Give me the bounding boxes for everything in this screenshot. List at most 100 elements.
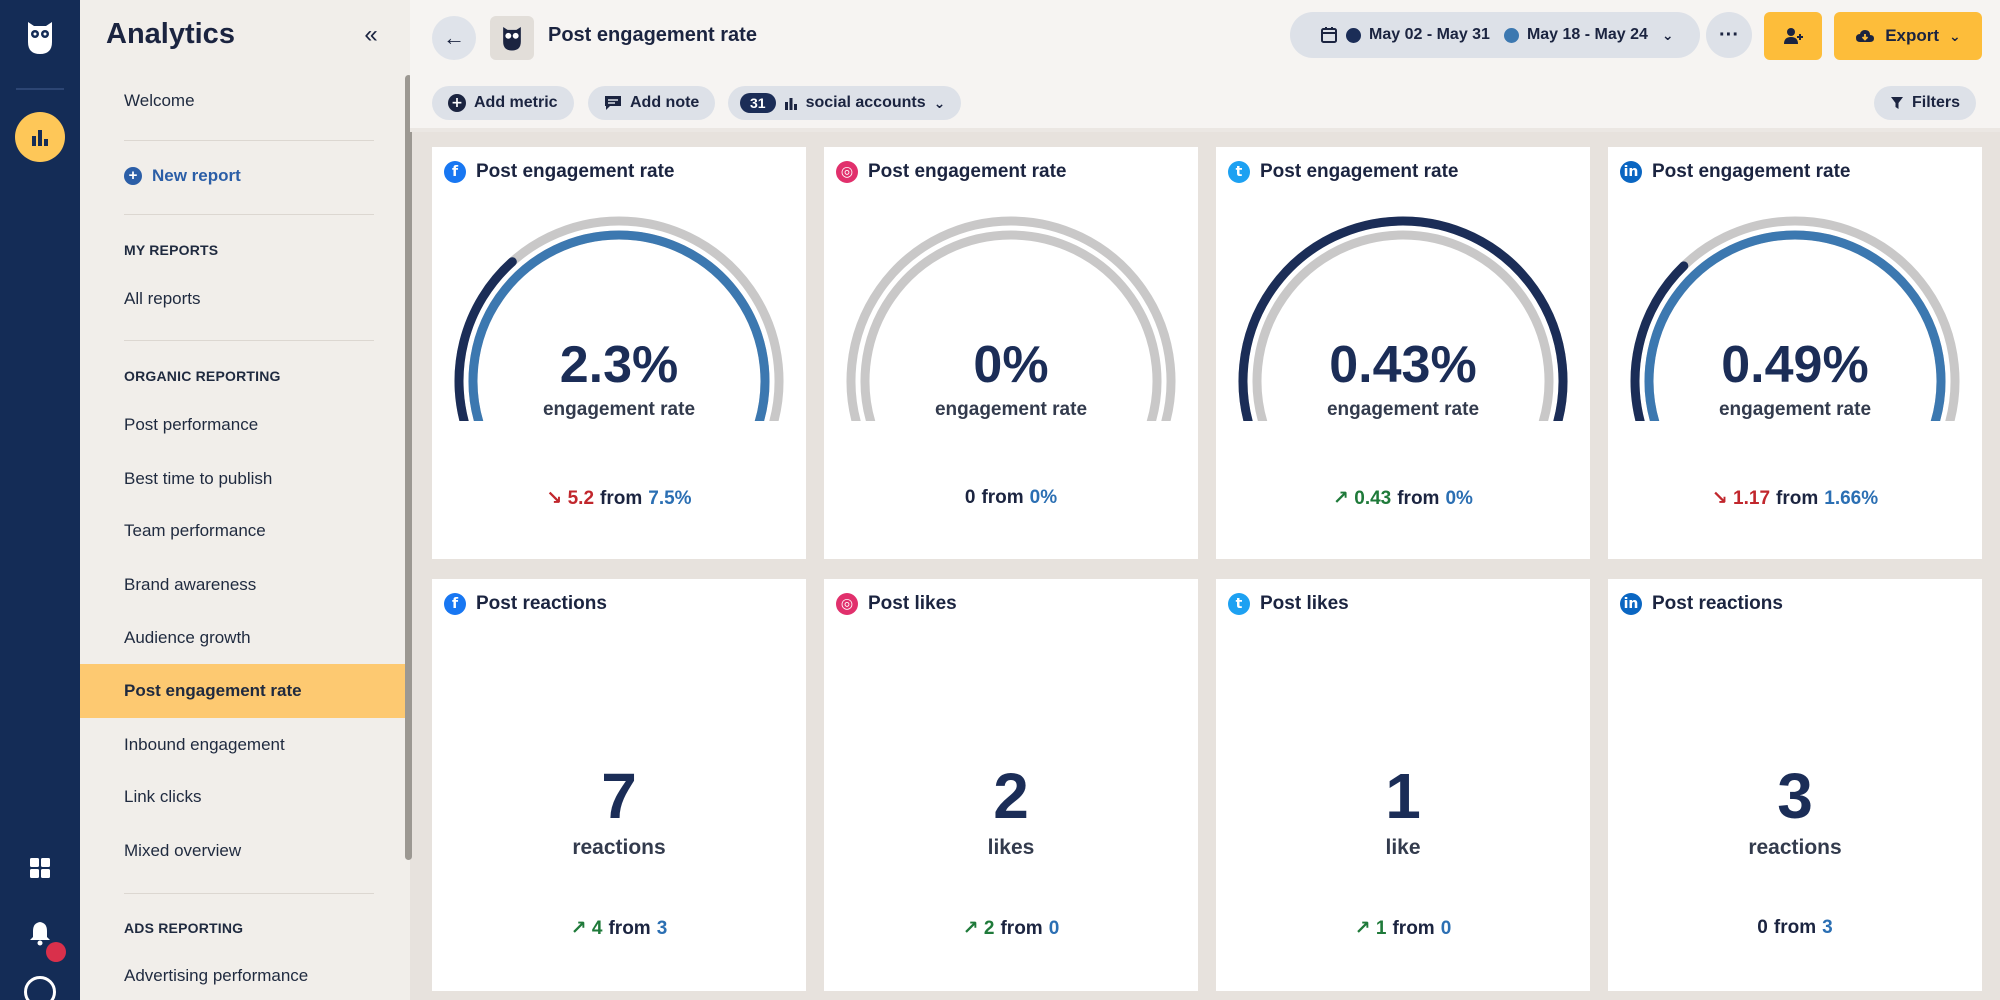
sidebar-item-advertising-performance[interactable]: Advertising performance (124, 966, 309, 985)
add-note-button[interactable]: Add note (588, 86, 716, 120)
engagement-gauge-card[interactable]: t Post engagement rate 0.43% engagement rat… (1216, 147, 1590, 559)
instagram-icon: ◎ (836, 593, 858, 615)
delta-value: 1 (1375, 918, 1387, 939)
card-title: t Post likes (1228, 593, 1349, 615)
comparison-text: ↗ 1 from 0 (1216, 917, 1590, 940)
sidebar-title: Analytics (106, 18, 235, 50)
date-range-picker[interactable]: May 02 - May 31 May 18 - May 24 ⌄ (1290, 12, 1700, 58)
previous-value: 7.5% (648, 488, 692, 509)
new-report-button[interactable]: + New report (124, 166, 241, 186)
back-button[interactable]: ← (432, 16, 476, 60)
comparison-text: ↘ 1.17 from 1.66% (1608, 487, 1982, 510)
social-accounts-selector[interactable]: 31 social accounts ⌄ (728, 86, 962, 120)
sidebar-divider (124, 340, 374, 341)
from-word: from (1776, 488, 1819, 509)
sidebar-item-link-clicks[interactable]: Link clicks (124, 787, 202, 806)
card-title-text: Post likes (1260, 593, 1349, 614)
delta-value: 0 (1757, 917, 1768, 938)
metric-label: engagement rate (1718, 399, 1872, 420)
trend-up-icon: ↗ (962, 918, 984, 939)
add-user-icon (1784, 28, 1803, 44)
linkedin-icon: in (1620, 161, 1642, 183)
previous-value: 0% (1445, 488, 1473, 509)
sidebar-item-brand-awareness[interactable]: Brand awareness (124, 575, 257, 594)
trend-up-icon: ↗ (1333, 488, 1355, 509)
card-title: ◎ Post likes (836, 593, 957, 615)
sidebar-item-welcome[interactable]: Welcome (124, 91, 195, 110)
help-icon[interactable] (24, 976, 56, 1000)
add-metric-button[interactable]: + Add metric (432, 86, 574, 120)
gauge-previous-arc (1644, 230, 1946, 421)
trend-up-icon: ↗ (1354, 918, 1376, 939)
accounts-count-badge: 31 (740, 93, 776, 113)
sidebar-item-all-reports[interactable]: All reports (124, 289, 201, 308)
sidebar-item-post-performance[interactable]: Post performance (124, 415, 259, 434)
metric-value: 1 (1385, 760, 1421, 832)
instagram-icon: ◎ (836, 161, 858, 183)
gauge-current-arc (1630, 261, 1689, 421)
metric-count-card[interactable]: in Post reactions 3 reactions 0 from 3 (1608, 579, 1982, 991)
previous-value: 0% (1029, 487, 1058, 508)
delta-value: 5.2 (567, 488, 595, 509)
gauge-track (1252, 230, 1554, 421)
notification-badge (46, 942, 66, 962)
metric-count-card[interactable]: f Post reactions 7 reactions ↗ 4 from 3 (432, 579, 806, 991)
collapse-sidebar-button[interactable]: « (356, 20, 386, 50)
sidebar-item-mixed-overview[interactable]: Mixed overview (124, 841, 242, 860)
export-button[interactable]: Export ⌄ (1834, 12, 1982, 60)
delta-value: 4 (591, 918, 603, 939)
app-rail (0, 0, 80, 1000)
comparison-text: ↗ 2 from 0 (824, 917, 1198, 940)
metric-value: 0.43% (1329, 336, 1477, 394)
sidebar-item-audience-growth[interactable]: Audience growth (124, 628, 251, 647)
share-report-button[interactable] (1764, 12, 1822, 60)
apps-grid-button[interactable] (22, 850, 58, 886)
metric-value: 2.3% (559, 336, 679, 394)
report-owner-avatar (490, 16, 534, 60)
filters-button[interactable]: Filters (1874, 86, 1977, 120)
add-metric-label: Add metric (474, 94, 558, 111)
gauge-chart (454, 216, 784, 421)
metric-count-card[interactable]: t Post likes 1 like ↗ 1 from 0 (1216, 579, 1590, 991)
metric-label: likes (987, 836, 1035, 859)
gauge-chart (1630, 216, 1960, 421)
owl-icon (503, 26, 521, 51)
previous-date-range: May 18 - May 24 (1526, 26, 1648, 43)
chevron-down-icon: ⌄ (1949, 27, 1961, 44)
grid-icon (30, 858, 50, 878)
section-my-reports: MY REPORTS (124, 242, 219, 258)
filter-icon (1891, 97, 1903, 109)
analytics-nav-button[interactable] (15, 112, 65, 162)
sidebar-item-post-engagement-rate[interactable]: Post engagement rate (80, 664, 405, 718)
card-title-text: Post engagement rate (868, 161, 1067, 182)
sidebar-scrollbar[interactable] (405, 75, 412, 860)
owl-logo-icon[interactable] (24, 18, 56, 56)
twitter-icon: t (1228, 161, 1250, 183)
chevron-down-icon: ⌄ (933, 94, 946, 111)
more-options-button[interactable]: ··· (1706, 12, 1752, 58)
gauge-track (860, 230, 1162, 421)
gauge-current-arc (1238, 216, 1568, 421)
arrow-left-icon: ← (443, 25, 465, 50)
sidebar-divider (124, 140, 374, 141)
engagement-gauge-card[interactable]: in Post engagement rate 0.49% engagement ra… (1608, 147, 1982, 559)
engagement-gauge-card[interactable]: ◎ Post engagement rate 0% engagement rate 0 f… (824, 147, 1198, 559)
metric-count-card[interactable]: ◎ Post likes 2 likes ↗ 2 from 0 (824, 579, 1198, 991)
sidebar-item-inbound-engagement[interactable]: Inbound engagement (124, 735, 285, 754)
gauge-chart (846, 216, 1176, 421)
card-title: t Post engagement rate (1228, 161, 1459, 183)
bell-icon (30, 922, 50, 946)
metric-label: engagement rate (542, 399, 696, 420)
notifications-button[interactable] (22, 915, 58, 951)
engagement-gauge-card[interactable]: f Post engagement rate 2.3% engagement rate… (432, 147, 806, 559)
metric-value: 7 (601, 760, 637, 832)
ellipsis-icon: ··· (1719, 23, 1739, 46)
note-icon (605, 96, 621, 110)
plus-circle-icon: + (124, 167, 142, 185)
rail-divider (16, 88, 64, 90)
from-word: from (1397, 488, 1440, 509)
gauge-chart (1238, 216, 1568, 421)
sidebar-item-best-time[interactable]: Best time to publish (124, 469, 273, 488)
sidebar-item-team-performance[interactable]: Team performance (124, 521, 266, 540)
new-report-label: New report (152, 166, 241, 185)
